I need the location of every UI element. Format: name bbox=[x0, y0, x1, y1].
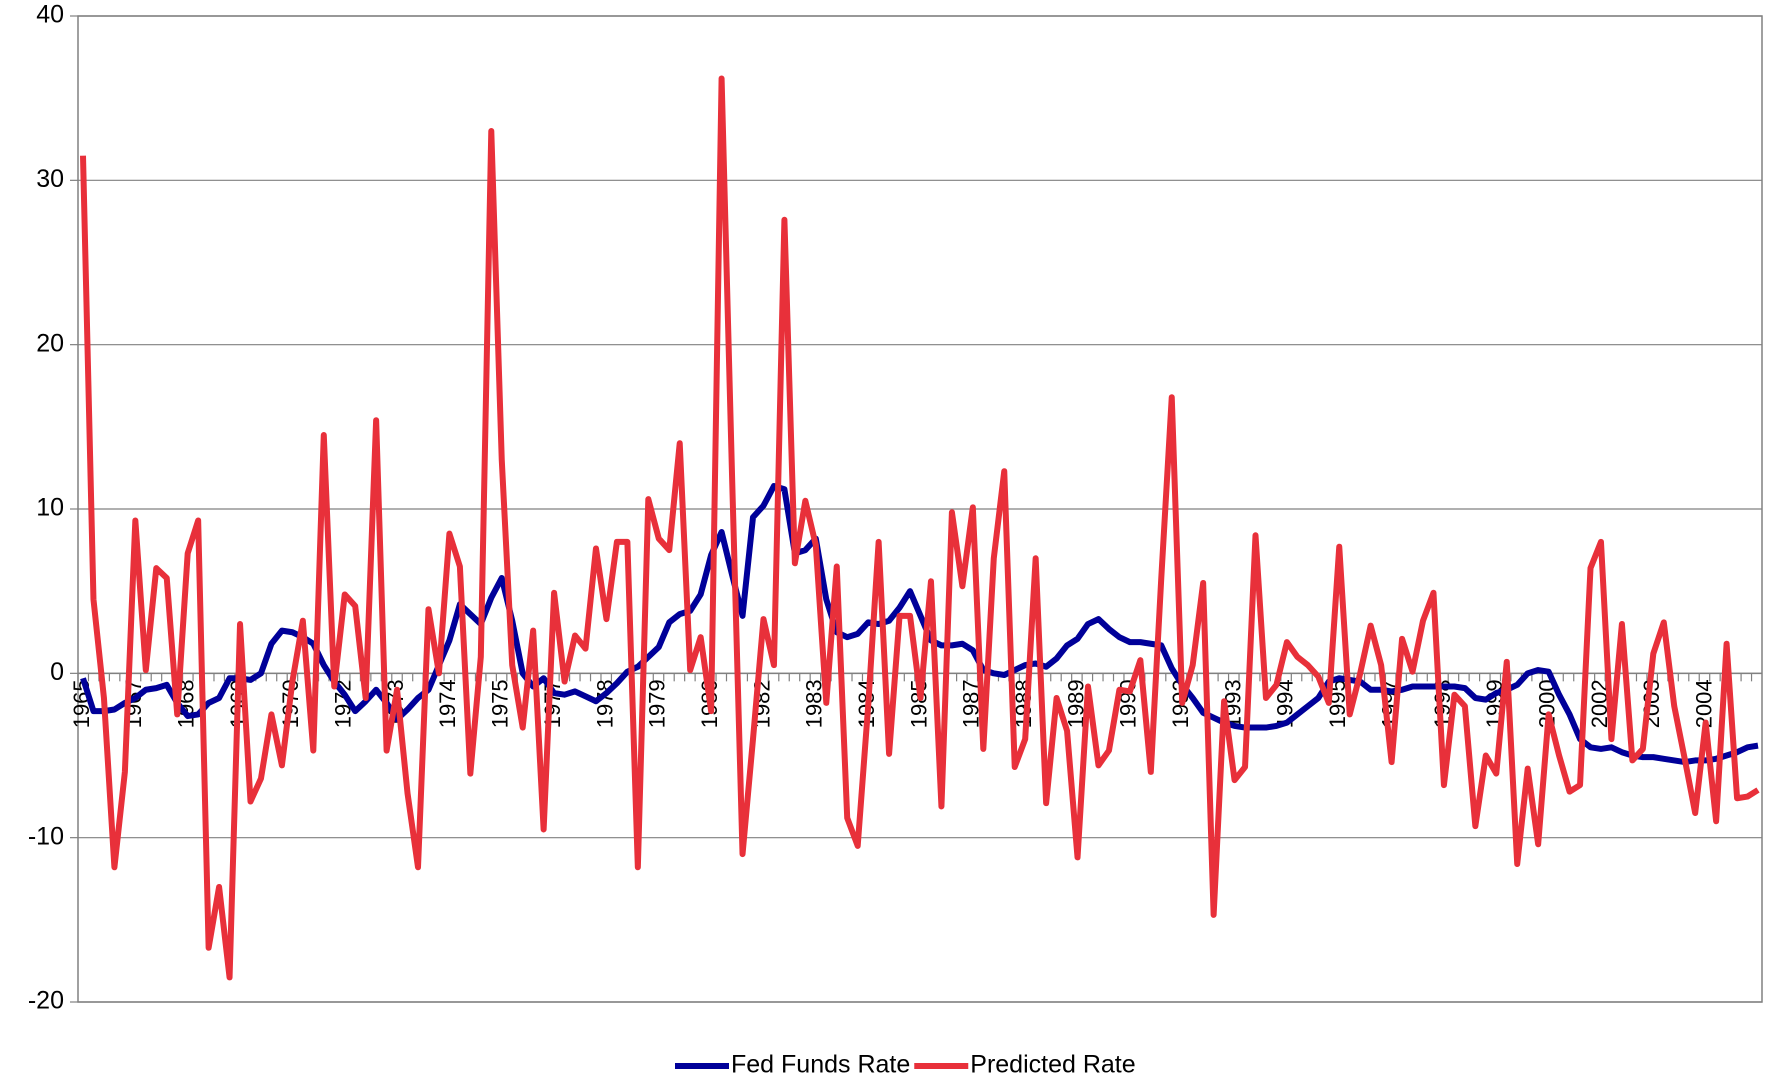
y-tick-label: 10 bbox=[36, 494, 64, 522]
legend: Fed Funds Rate Predicted Rate bbox=[675, 1051, 1136, 1079]
x-tick-label: 1979 bbox=[645, 679, 670, 728]
y-tick-label: 0 bbox=[50, 658, 64, 686]
x-tick-label: 2004 bbox=[1691, 679, 1716, 728]
series-line bbox=[80, 75, 1760, 981]
y-tick-label: -10 bbox=[28, 822, 64, 850]
plot-frame bbox=[77, 15, 1763, 1003]
y-tick-label: 20 bbox=[36, 329, 64, 357]
x-tick-label: 1975 bbox=[488, 679, 513, 728]
y-tick-label: 40 bbox=[36, 1, 64, 29]
series-line bbox=[80, 482, 1759, 766]
y-tick-label: 30 bbox=[36, 165, 64, 193]
y-tick-label: -20 bbox=[28, 987, 64, 1015]
legend-label: Predicted Rate bbox=[970, 1051, 1135, 1079]
legend-label: Fed Funds Rate bbox=[731, 1051, 910, 1079]
x-tick-label: 1974 bbox=[435, 679, 460, 728]
